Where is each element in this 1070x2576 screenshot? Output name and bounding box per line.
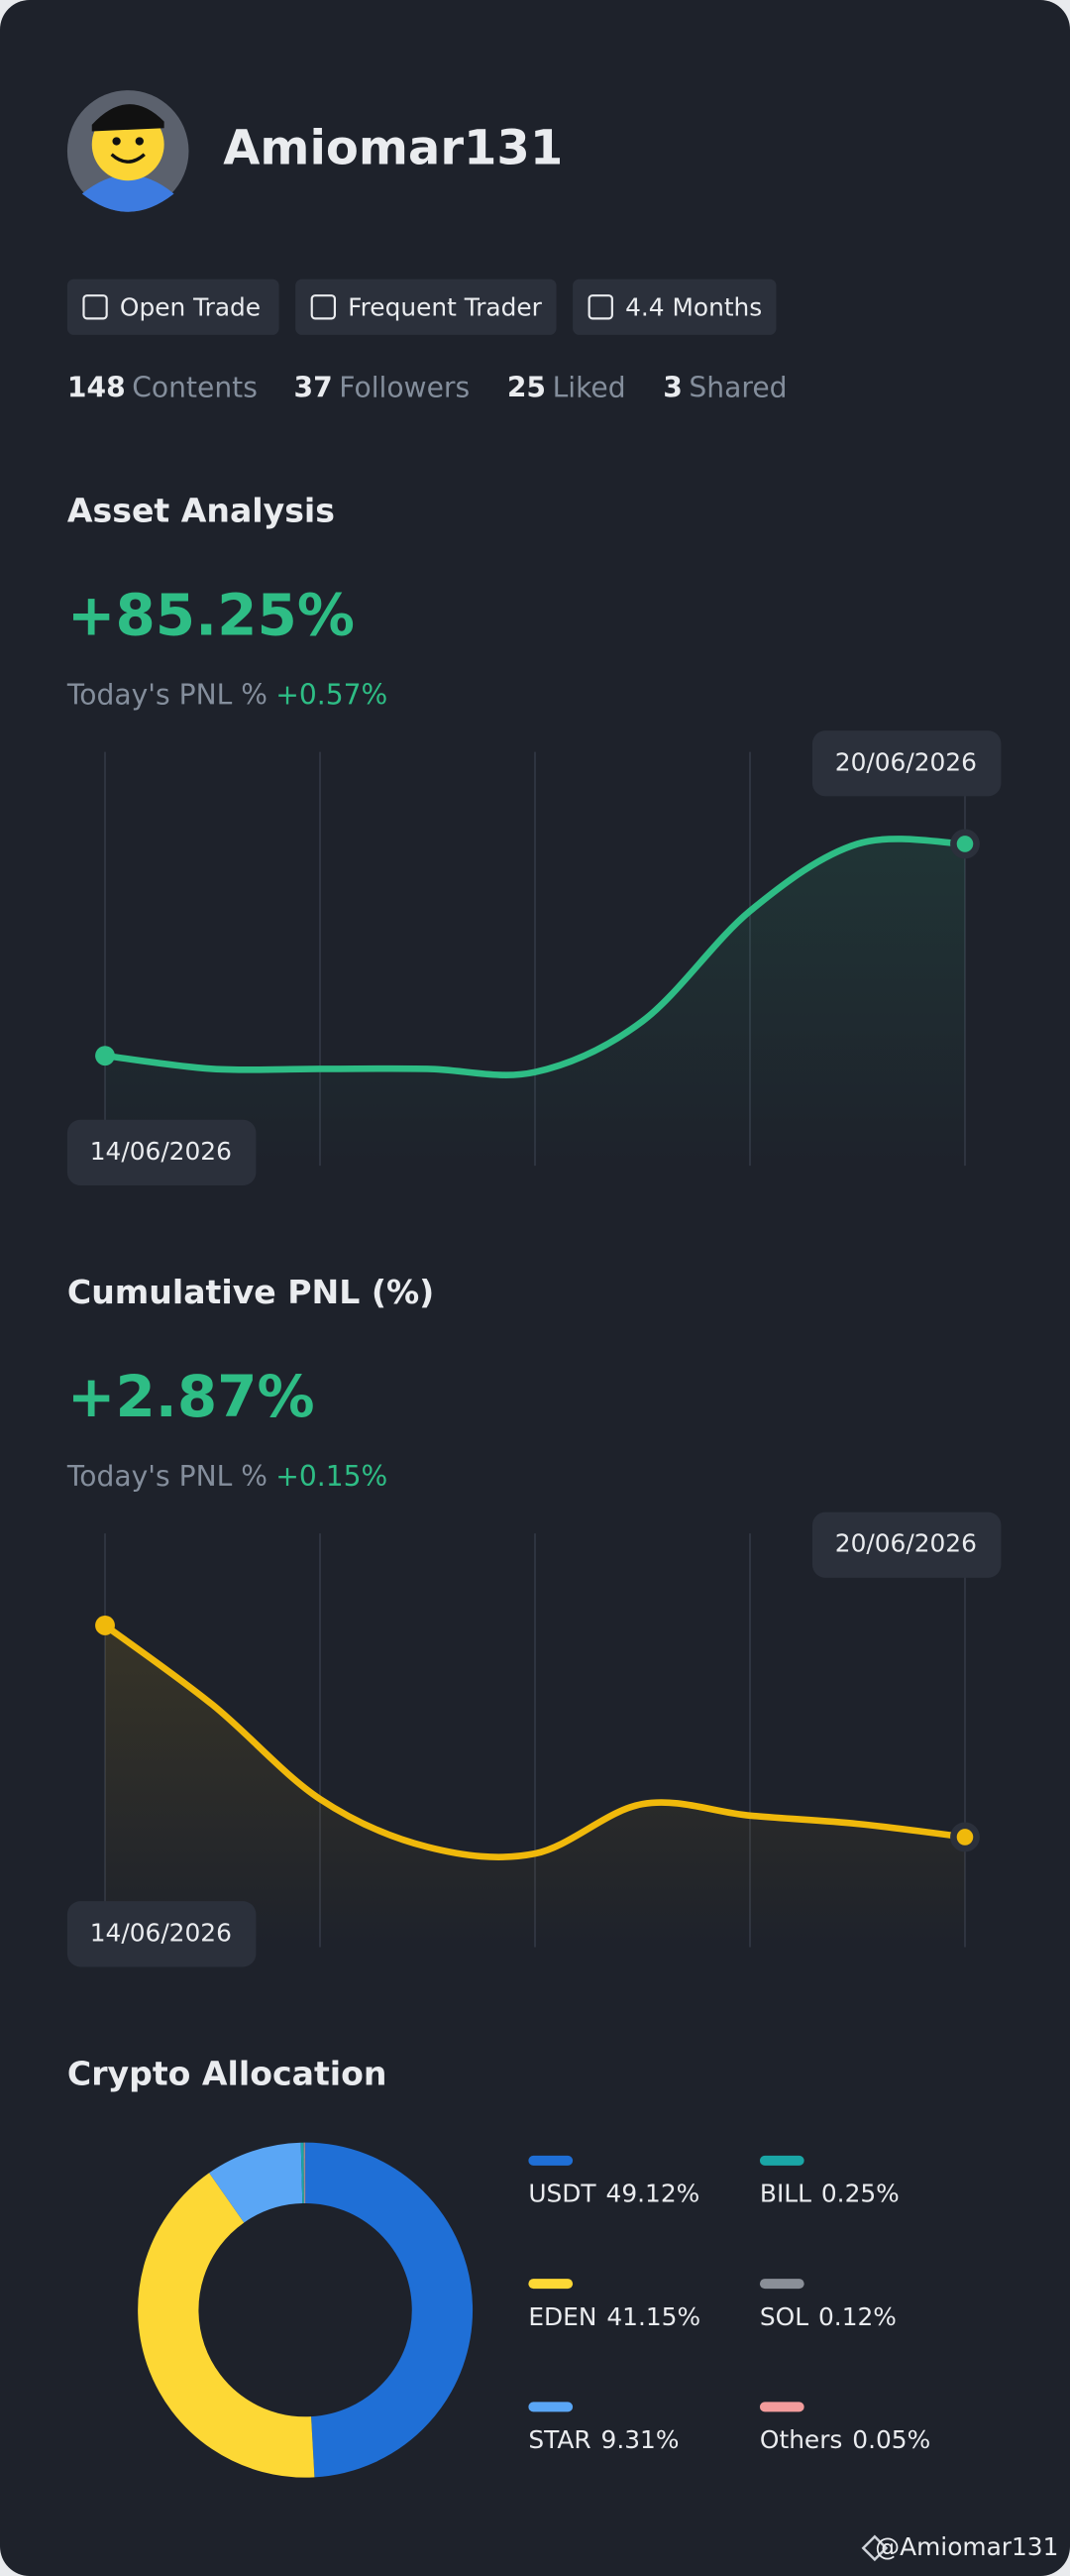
legend-name: EDEN — [528, 2302, 596, 2331]
legend-entry: Others 0.05% — [760, 2425, 930, 2454]
date-chip — [66, 1119, 257, 1185]
stat-value: 3 — [663, 372, 683, 404]
today-label: Today's PNL % — [66, 678, 268, 711]
stat: 37 Followers — [294, 372, 471, 404]
today-value: +0.15% — [275, 1460, 387, 1493]
avatar — [66, 90, 189, 212]
legend-entry: USDT 49.12% — [528, 2180, 699, 2208]
legend-value: 0.05% — [852, 2425, 930, 2454]
legend-value: 41.15% — [606, 2302, 700, 2331]
donut-segment — [209, 2142, 304, 2223]
today-pnl: Today's PNL % +0.57% — [66, 678, 387, 711]
start-point — [95, 1615, 115, 1635]
stat-label: Liked — [553, 372, 626, 404]
legend-entry: SOL 0.12% — [760, 2302, 897, 2331]
tag-icon — [588, 294, 613, 320]
start-point — [95, 1046, 115, 1066]
legend-swatch — [528, 2402, 574, 2412]
legend-swatch — [759, 2279, 804, 2290]
legend-name: USDT — [528, 2180, 596, 2208]
line — [101, 1622, 969, 1860]
stat: 25 Liked — [507, 372, 626, 404]
date-chip — [811, 730, 1002, 797]
footer-handle: @Amiomar131 — [875, 2532, 1058, 2561]
end-date: 20/06/2026 — [835, 1529, 977, 1558]
legend-value: 0.12% — [818, 2302, 897, 2331]
legend-swatch — [759, 2155, 804, 2166]
section-title: Cumulative PNL (%) — [67, 1273, 434, 1311]
section-title: Asset Analysis — [67, 491, 335, 529]
legend-entry: BILL 0.25% — [760, 2180, 900, 2208]
legend-swatch — [528, 2155, 574, 2166]
stat-label: Shared — [689, 372, 787, 404]
today-label: Today's PNL % — [66, 1460, 268, 1493]
stat-value: 25 — [507, 372, 546, 404]
tag-chip — [295, 279, 557, 335]
legend-entry: EDEN 41.15% — [528, 2302, 700, 2331]
tag-chip — [573, 279, 777, 335]
legend-name: SOL — [760, 2302, 808, 2331]
stat-label: Followers — [339, 372, 470, 404]
donut-segment — [304, 2142, 473, 2478]
legend-value: 49.12% — [606, 2180, 700, 2208]
legend-name: Others — [760, 2425, 842, 2454]
legend-name: STAR — [528, 2425, 590, 2454]
tag-label: Frequent Trader — [348, 292, 543, 321]
today-value: +0.57% — [275, 678, 387, 711]
tag-icon — [82, 294, 108, 320]
tag-chip — [66, 279, 279, 335]
tag-icon — [310, 294, 336, 320]
tag-label: Open Trade — [120, 292, 261, 321]
donut-segment — [138, 2173, 315, 2478]
section-title: Crypto Allocation — [67, 2054, 387, 2092]
legend-value: 9.31% — [601, 2425, 680, 2454]
date-chip — [66, 1901, 257, 1967]
stat-value: 148 — [67, 372, 126, 404]
legend-swatch — [759, 2402, 804, 2412]
legend-value: 0.25% — [821, 2180, 900, 2208]
start-date: 14/06/2026 — [90, 1918, 232, 1947]
tag-label: 4.4 Months — [625, 292, 762, 321]
area-fill — [105, 1624, 965, 1948]
line — [101, 836, 969, 1078]
end-date: 20/06/2026 — [835, 747, 977, 776]
area-fill — [105, 839, 965, 1167]
stat: 148 Contents — [67, 372, 258, 404]
headline-value: +2.87% — [67, 1363, 315, 1430]
legend-entry: STAR 9.31% — [528, 2425, 679, 2454]
date-chip — [811, 1512, 1002, 1578]
today-pnl: Today's PNL % +0.15% — [66, 1460, 387, 1493]
end-point — [956, 1829, 974, 1846]
end-point — [956, 836, 974, 852]
legend-name: BILL — [760, 2180, 811, 2208]
stat: 3 Shared — [663, 372, 787, 404]
footer-logo — [861, 2534, 889, 2562]
legend-swatch — [528, 2279, 574, 2290]
username: Amiomar131 — [223, 120, 563, 175]
stat-value: 37 — [294, 372, 333, 404]
headline-value: +85.25% — [67, 582, 355, 649]
start-date: 14/06/2026 — [90, 1137, 232, 1166]
stat-label: Contents — [132, 372, 258, 404]
